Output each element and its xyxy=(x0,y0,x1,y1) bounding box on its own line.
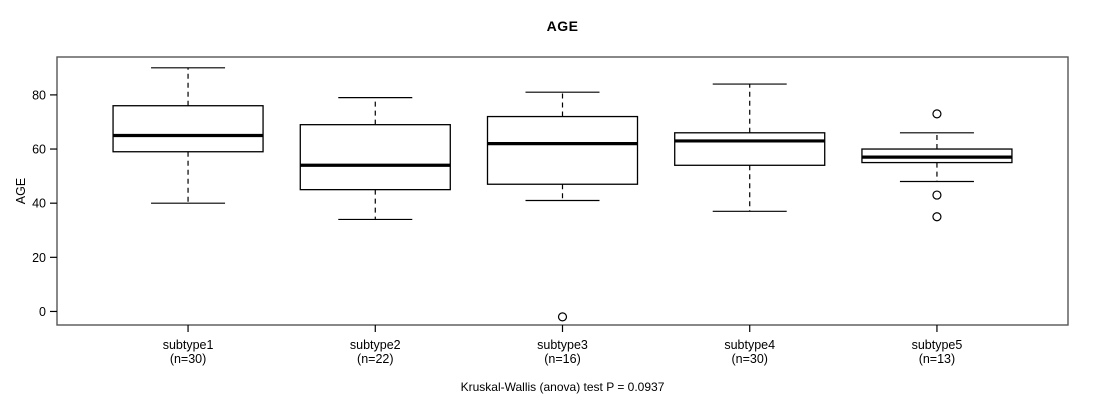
boxplot-box xyxy=(486,115,639,185)
outlier-point xyxy=(932,109,942,119)
x-category-label: subtype1 xyxy=(163,338,214,352)
y-tick-label: 60 xyxy=(32,143,46,157)
y-tick-label: 0 xyxy=(39,305,46,319)
y-tick-label: 40 xyxy=(32,197,46,211)
x-category-label: subtype4 xyxy=(724,338,775,352)
boxplot-box xyxy=(299,124,451,191)
outlier-point xyxy=(932,190,942,200)
x-category-label: subtype2 xyxy=(350,338,401,352)
x-sample-size-label: (n=22) xyxy=(357,352,393,366)
y-tick-label: 80 xyxy=(32,88,46,102)
outlier-point xyxy=(557,312,568,322)
stat-test-caption: Kruskal-Wallis (anova) test P = 0.0937 xyxy=(460,380,665,394)
x-sample-size-label: (n=16) xyxy=(544,352,580,366)
x-category-label: subtype3 xyxy=(537,338,588,352)
x-sample-size-label: (n=13) xyxy=(919,352,955,366)
outlier-point xyxy=(932,212,942,222)
chart-title: AGE xyxy=(546,18,579,34)
x-sample-size-label: (n=30) xyxy=(170,352,206,366)
boxplot-box xyxy=(674,132,826,166)
y-tick-label: 20 xyxy=(32,251,46,265)
x-sample-size-label: (n=30) xyxy=(731,352,767,366)
x-category-label: subtype5 xyxy=(912,338,963,352)
boxplot-box xyxy=(112,105,264,153)
